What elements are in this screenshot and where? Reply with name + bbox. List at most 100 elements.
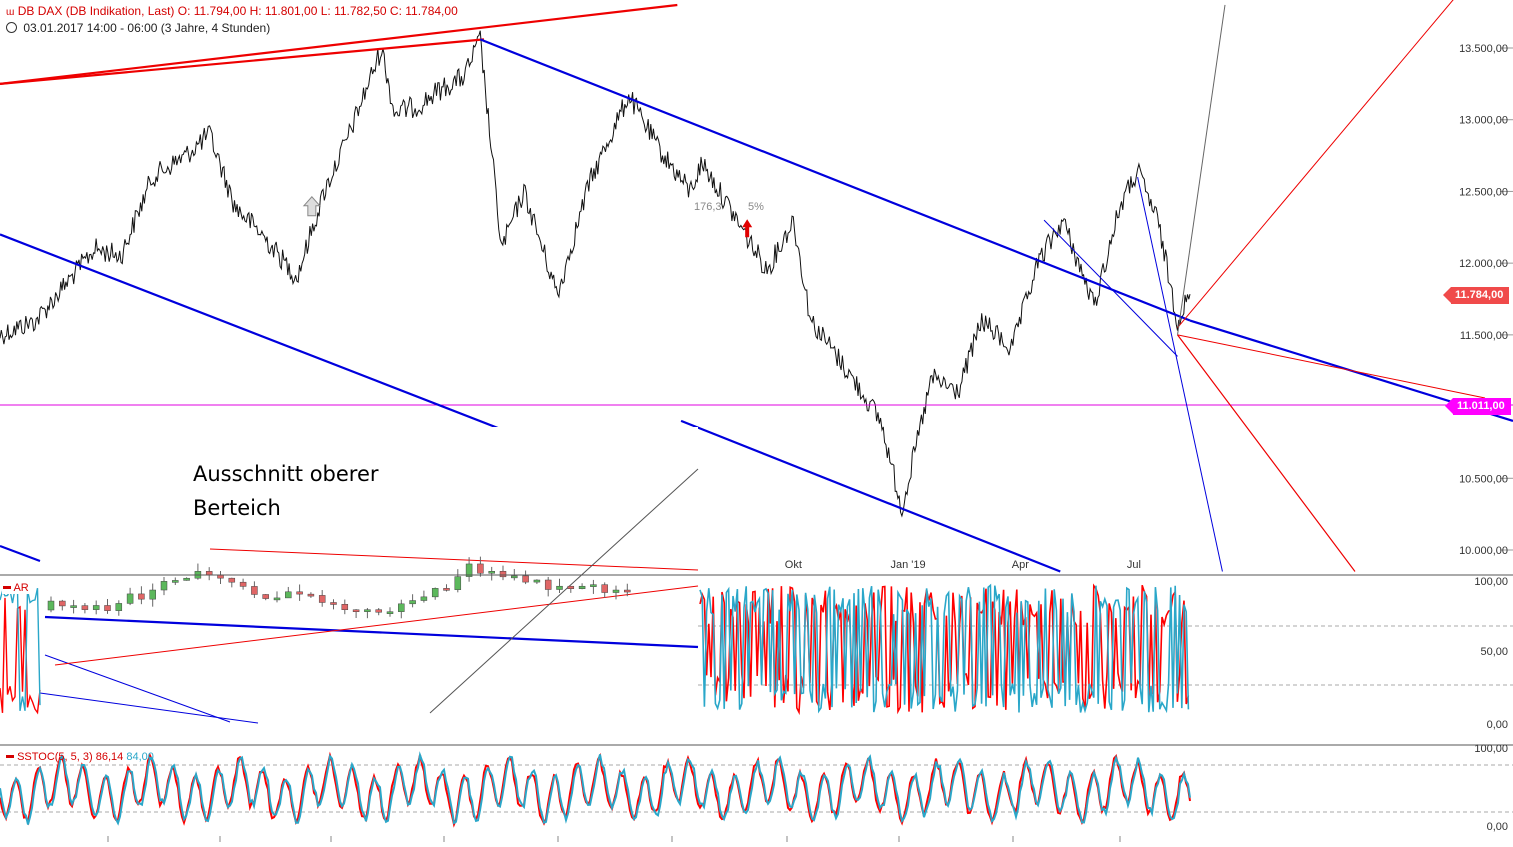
callout-line-2: Berteich <box>193 496 281 520</box>
inset-candle-body <box>420 596 428 601</box>
inset-candle-body <box>567 585 575 589</box>
inset-candle-body <box>556 585 563 590</box>
inset-candle-body <box>590 584 597 587</box>
inset-blue-channel <box>44 615 699 649</box>
time-tick-label: Jul <box>1127 559 1141 571</box>
sstoc-tick-label: 0,00 <box>1487 821 1508 833</box>
inset-candle-body <box>149 589 156 600</box>
sstoc-fast-line <box>0 751 1191 826</box>
rising-red-trendline <box>1177 0 1454 329</box>
inset-candle-body <box>251 586 258 595</box>
sstoc-value-2: 84,00 <box>126 751 154 763</box>
price-series-line <box>0 30 1191 518</box>
aroon-up-line <box>699 583 1190 716</box>
thin-red-trendline <box>1177 334 1486 399</box>
aroon-label: AR <box>2 582 30 594</box>
sstoc-swatch-icon <box>6 755 14 758</box>
price-tick-label: 11.500,00 <box>1460 330 1508 342</box>
inset-candle-body <box>578 585 586 589</box>
steep-blue-trendline <box>1137 176 1223 572</box>
aroon-down-inset <box>0 587 41 712</box>
indicator-layer <box>0 574 1513 828</box>
axis-layer: 13.500,00 13.000,00 12.500,00 12.000,00 11.5… <box>107 43 1513 842</box>
inset-candle-body <box>624 589 631 593</box>
callout-line-1: Ausschnitt oberer <box>193 462 379 486</box>
inset-gray-line <box>429 468 699 714</box>
inset-red-rising <box>54 585 699 666</box>
price-tick-label: 10.000,00 <box>1459 545 1508 557</box>
inset-candle-body <box>465 563 473 577</box>
inset-candle-body <box>92 605 100 610</box>
sstoc-value-1: 86,14 <box>95 751 124 763</box>
inset-candle-body <box>307 593 315 597</box>
inset-candle-body <box>398 603 405 612</box>
time-tick-label: Okt <box>785 559 802 571</box>
current-price-text: 11.784,00 <box>1455 289 1504 301</box>
inset-candle-body <box>386 611 394 614</box>
price-layer <box>0 30 1191 518</box>
trendline-layer <box>0 0 1513 573</box>
inset-candle-body <box>499 571 507 578</box>
current-price-badge: 11.784,00 <box>1442 287 1510 304</box>
clock-icon <box>6 22 17 33</box>
aroon-tick-label: 50,00 <box>1480 646 1508 658</box>
inset-candle-body <box>522 575 529 583</box>
inset-candle-body <box>285 591 292 599</box>
inset-candle-body <box>318 595 326 603</box>
inset-candle-body <box>70 605 77 608</box>
inset-candle-body <box>239 581 247 587</box>
inset-candle-body <box>601 584 608 593</box>
sstoc-label: SSTOC(5, 5, 3) 86,14 84,00 <box>6 751 154 763</box>
inset-candle-body <box>172 580 179 583</box>
inset-candle-body <box>126 593 134 604</box>
inset-candle-body <box>160 581 168 591</box>
time-tick-label: Jan '19 <box>891 559 926 571</box>
inset-background <box>0 427 698 572</box>
up-arrow-icon <box>302 196 321 217</box>
inset-candle-body <box>612 589 620 593</box>
inset-candle-body <box>59 600 66 607</box>
chart-type-icon: ɯ <box>6 7 15 18</box>
inset-candle-body <box>477 563 484 574</box>
inset-candle-body <box>341 604 349 611</box>
inset-candle-body <box>443 588 450 591</box>
fib-label-1: 176,3 <box>694 201 722 213</box>
upper-red-trendline <box>0 38 485 85</box>
chart-range: 03.01.2017 14:00 - 06:00 (3 Jahre, 4 Stu… <box>6 21 270 35</box>
inset-candle-body <box>544 579 552 590</box>
inset-candle-body <box>409 600 416 605</box>
aroon-tick-label: 100,00 <box>1474 576 1508 588</box>
price-tick-label: 10.500,00 <box>1459 473 1508 485</box>
inset-lower-background <box>0 572 698 724</box>
thin-blue-trendline <box>1043 219 1178 357</box>
inset-red-top <box>209 548 699 571</box>
lower-blue-channel-ext <box>680 419 1061 573</box>
inset-candle-body <box>533 579 541 583</box>
inset-candle-body <box>183 577 190 581</box>
inset-candle-body <box>454 576 462 590</box>
inset-candle-body <box>47 600 55 611</box>
price-tick-label: 12.500,00 <box>1459 186 1508 198</box>
inset-candle-body <box>375 609 382 613</box>
inset-candle-body <box>81 605 89 610</box>
time-tick-label: Apr <box>1012 559 1029 571</box>
inset-candle-body <box>138 593 145 600</box>
red-arrow-icon <box>742 219 753 238</box>
inset-candle-body <box>262 594 269 599</box>
inset-candle-body <box>296 591 303 595</box>
inset-candle-body <box>273 597 281 601</box>
inset-candle-body <box>511 575 518 579</box>
inset-candle-body <box>431 588 439 598</box>
inset-layer <box>0 427 699 724</box>
upper-red-trendline-ext <box>0 3 678 85</box>
fib-label-2: 5% <box>748 201 764 213</box>
chart-title-text: DB DAX (DB Indikation, Last) O: 11.794,0… <box>17 4 458 18</box>
inset-candle-body <box>115 603 123 611</box>
inset-candle-body <box>364 609 371 612</box>
inset-candle-body <box>330 602 337 605</box>
gray-trendline <box>1177 4 1226 335</box>
price-tick-label: 12.000,00 <box>1459 258 1508 270</box>
inset-blue-line <box>0 544 41 563</box>
